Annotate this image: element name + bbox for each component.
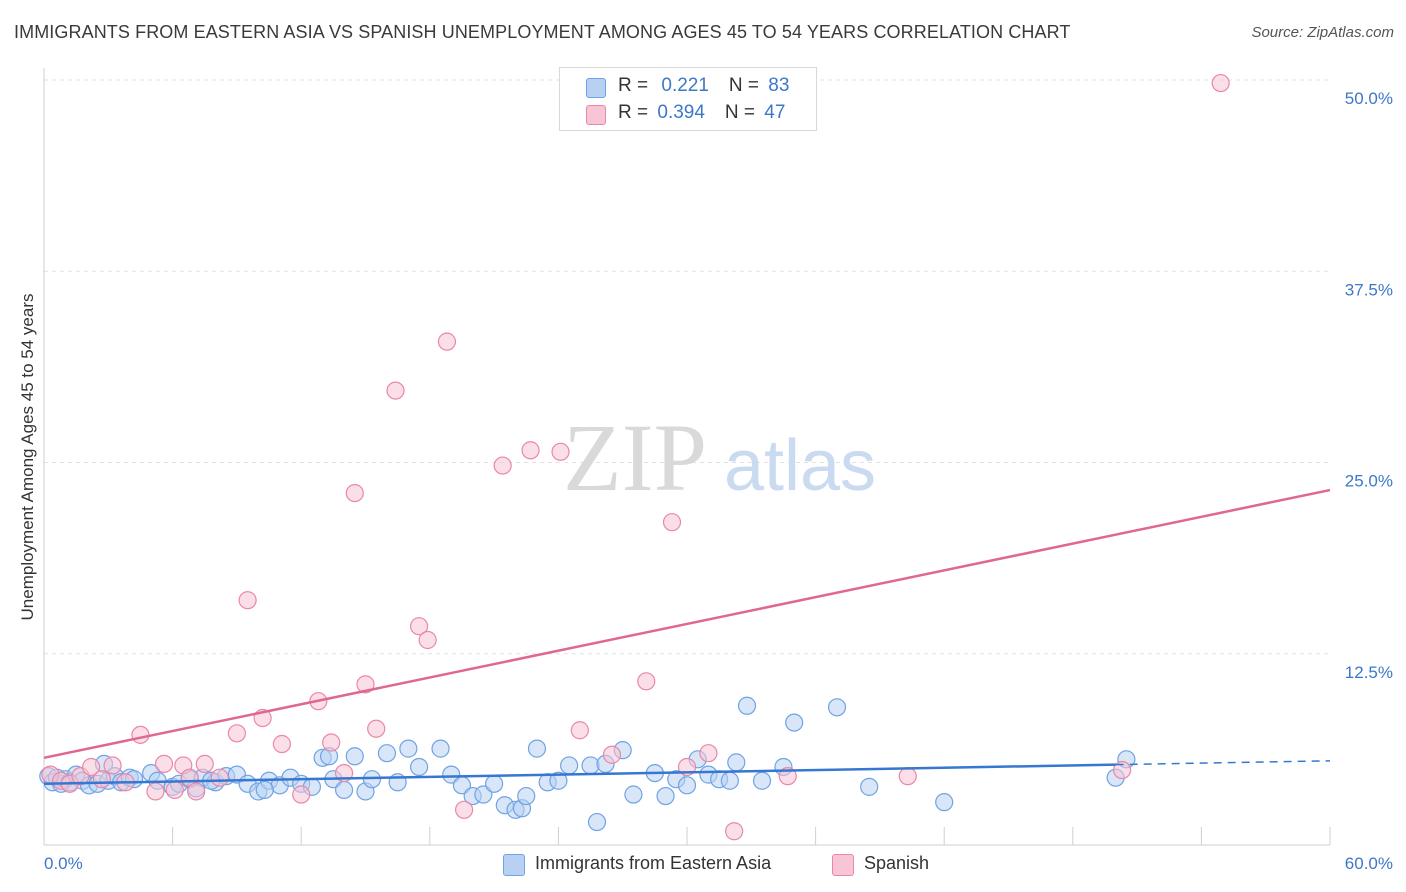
data-point	[272, 734, 292, 754]
data-point	[517, 786, 536, 806]
stats-legend: R = 0.221 N = 83 R = 0.394 N = 47	[559, 67, 817, 131]
trend-lines	[43, 488, 1331, 786]
data-point	[737, 696, 757, 715]
data-point	[551, 442, 570, 461]
data-point	[165, 780, 184, 800]
data-point	[255, 780, 274, 800]
data-point	[656, 786, 675, 806]
data-point	[587, 812, 607, 832]
data-point	[560, 756, 579, 775]
data-point	[570, 721, 589, 740]
data-point	[827, 698, 847, 717]
x-tick-labels: 0.0% 60.0%	[44, 854, 1393, 873]
data-point	[549, 771, 568, 790]
data-point	[474, 785, 493, 804]
data-point	[146, 782, 165, 801]
trend-line-spanish	[43, 488, 1331, 760]
watermark: ZIP atlas	[563, 404, 876, 511]
data-point	[227, 724, 246, 743]
data-point	[935, 793, 954, 812]
y-tick-label: 25.0%	[1345, 472, 1393, 491]
data-point	[345, 747, 364, 766]
trend-line-immigrants-extension	[1115, 760, 1331, 766]
data-point	[662, 513, 682, 532]
data-point	[1112, 760, 1132, 780]
data-point	[322, 733, 341, 752]
legend-label: Immigrants from Eastern Asia	[535, 853, 772, 873]
data-point	[898, 767, 917, 786]
data-point	[386, 381, 405, 400]
data-point	[409, 757, 429, 777]
y-tick-labels: 12.5% 25.0% 37.5% 50.0%	[1345, 89, 1393, 682]
data-point	[527, 739, 547, 758]
data-point	[785, 713, 804, 732]
data-point	[195, 754, 214, 774]
data-point	[752, 771, 772, 790]
data-point	[334, 780, 354, 800]
data-point	[699, 744, 718, 763]
spanish-swatch	[586, 105, 606, 125]
data-point	[399, 739, 418, 758]
trend-line-immigrants	[43, 763, 1116, 786]
chart-title: IMMIGRANTS FROM EASTERN ASIA VS SPANISH …	[14, 22, 1071, 42]
data-point	[602, 745, 622, 764]
data-point	[725, 822, 744, 841]
watermark-zip: ZIP	[563, 404, 707, 511]
spanish-legend-swatch	[832, 854, 854, 876]
data-point	[1211, 73, 1230, 93]
data-point	[210, 768, 229, 787]
x-tick-label: 0.0%	[44, 854, 83, 873]
stats-text: R = 0.394 N = 47	[618, 102, 786, 123]
data-point	[367, 719, 386, 738]
immigrants-legend-swatch	[503, 854, 525, 876]
data-point	[92, 770, 111, 789]
data-point	[521, 441, 540, 460]
x-tick-label: 60.0%	[1345, 854, 1393, 873]
grid-lines	[44, 79, 1330, 655]
data-point	[431, 739, 450, 758]
data-point	[154, 754, 174, 774]
data-point	[860, 777, 879, 796]
data-point	[82, 757, 101, 777]
data-point	[418, 630, 437, 650]
stats-text: R = 0.221 N = 83	[618, 75, 790, 96]
y-tick-label: 37.5%	[1345, 280, 1393, 299]
data-point	[103, 756, 122, 775]
data-point	[437, 332, 457, 351]
data-point	[677, 776, 697, 795]
legend-label: Spanish	[864, 853, 930, 873]
data-point	[131, 725, 150, 744]
y-tick-label: 50.0%	[1345, 89, 1393, 108]
data-point	[637, 672, 656, 691]
data-point	[778, 767, 797, 786]
data-point	[720, 771, 739, 790]
data-point	[377, 744, 397, 763]
data-point	[356, 675, 375, 694]
data-point	[727, 753, 746, 772]
data-point	[187, 782, 206, 801]
data-point	[292, 785, 311, 804]
watermark-atlas: atlas	[724, 426, 876, 506]
y-tick-label: 12.5%	[1345, 663, 1393, 682]
data-point	[454, 800, 474, 819]
data-point	[624, 785, 643, 804]
series-legend: Immigrants from Eastern Asia Spanish	[0, 852, 1406, 878]
axes	[43, 68, 1331, 846]
immigrants-swatch	[586, 78, 606, 98]
data-point	[485, 774, 504, 793]
data-point	[409, 617, 429, 636]
data-point	[238, 591, 257, 610]
data-point	[442, 765, 461, 784]
data-point	[581, 756, 600, 775]
data-point	[345, 484, 364, 503]
source-label: Source: ZipAtlas.com	[1251, 24, 1394, 41]
data-point	[493, 456, 512, 475]
